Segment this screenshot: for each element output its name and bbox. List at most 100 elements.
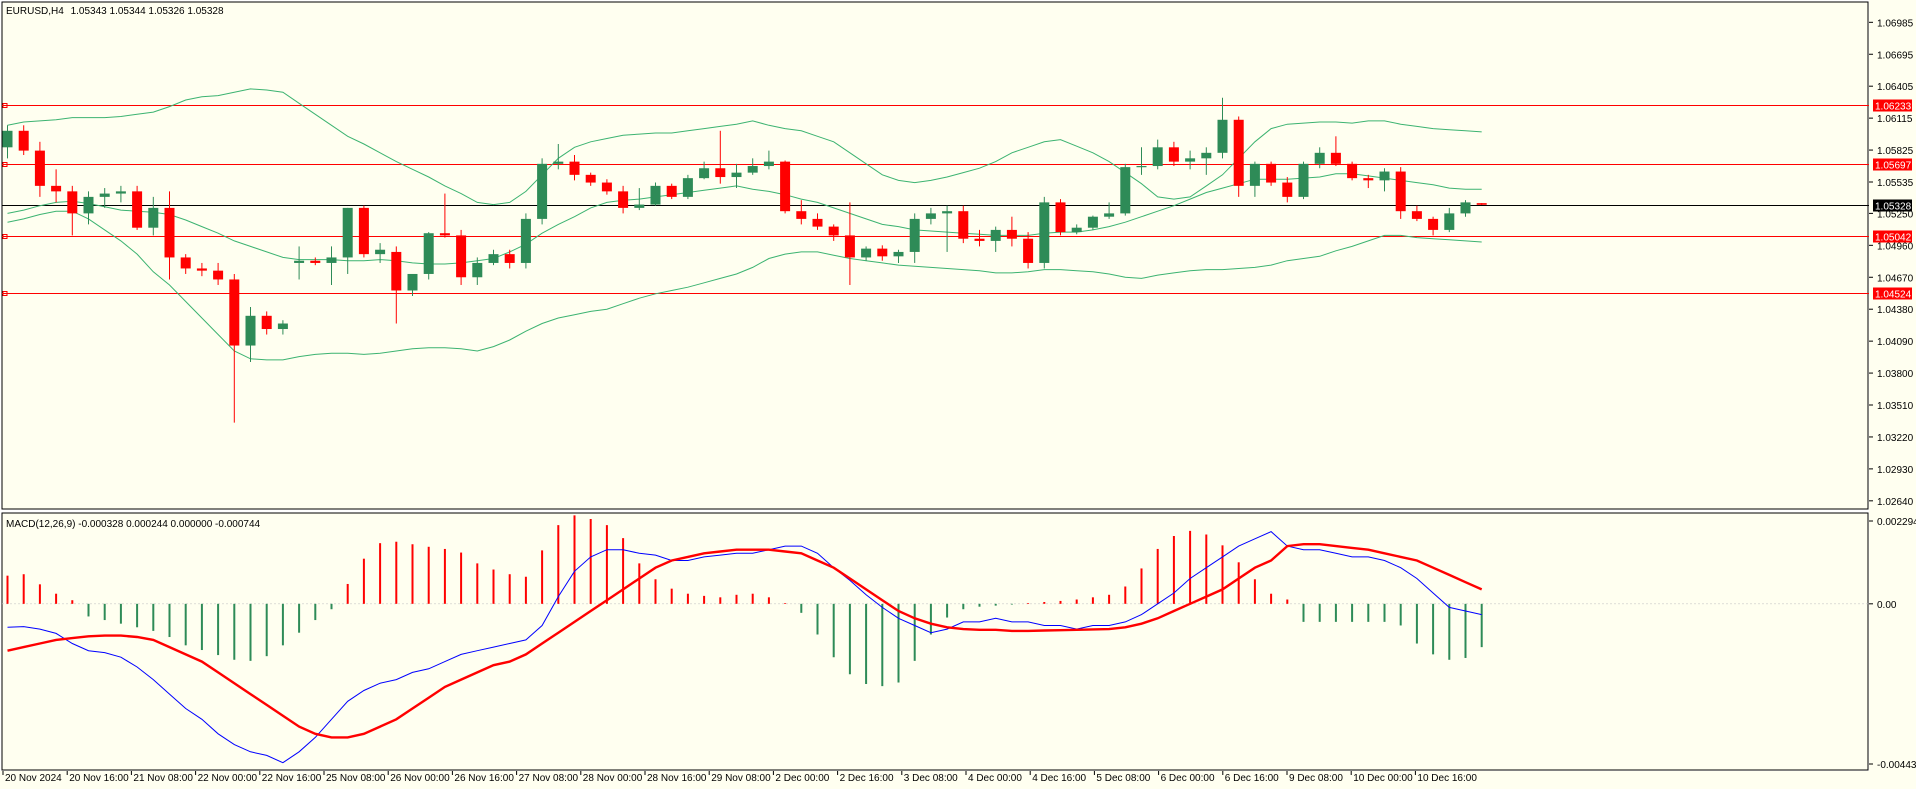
candle-body [1476, 203, 1487, 205]
time-tick-label: 10 Dec 00:00 [1353, 773, 1413, 784]
candle-body [618, 191, 629, 208]
time-tick-label: 29 Nov 08:00 [711, 773, 771, 784]
candle-body [537, 163, 548, 219]
price-axis-background [1869, 0, 1916, 789]
level-anchor[interactable] [2, 234, 8, 239]
candle-body [601, 182, 612, 192]
candle-body [310, 260, 321, 263]
price-tick-label: 1.04670 [1877, 273, 1914, 284]
time-tick-label: 27 Nov 08:00 [519, 773, 579, 784]
candle-body [909, 218, 920, 252]
candle-body [634, 204, 645, 208]
time-tick-label: 4 Dec 16:00 [1032, 773, 1086, 784]
candle-body [277, 323, 288, 330]
candle-body [213, 270, 224, 280]
candle-body [245, 315, 256, 346]
price-tag-label: 1.04524 [1875, 290, 1912, 301]
candle-body [974, 238, 985, 241]
candle-body [520, 218, 531, 263]
level-anchor[interactable] [2, 103, 8, 108]
price-tag-label: 1.06233 [1875, 102, 1912, 113]
candle-body [375, 249, 386, 255]
price-tag [1873, 99, 1912, 112]
candle-body [1071, 227, 1082, 233]
candle-body [1152, 147, 1163, 167]
candle-body [132, 191, 143, 228]
candle-body [780, 161, 791, 212]
candle-body [1428, 218, 1439, 230]
price-tick-label: 1.06695 [1877, 50, 1914, 61]
candle-body [877, 248, 888, 257]
candle-body [1330, 152, 1341, 164]
candle-body [229, 279, 240, 346]
candle-body [67, 191, 78, 214]
candle-body [196, 268, 207, 271]
candle-body [34, 150, 45, 186]
candle-body [407, 273, 418, 291]
price-tick-label: 1.03510 [1877, 401, 1914, 412]
time-tick-label: 20 Nov 16:00 [69, 773, 129, 784]
candle-body [942, 211, 953, 214]
candle-body [958, 211, 969, 239]
candle-body [1266, 163, 1277, 183]
candle-body [763, 161, 774, 167]
time-axis-background [0, 771, 1869, 789]
candle-body [682, 178, 693, 197]
macd-line [7, 531, 1482, 764]
candle-body [731, 172, 742, 178]
macd-tick-label: 0.00 [1877, 600, 1897, 611]
candle-body [83, 196, 94, 214]
candle-body [1039, 202, 1050, 263]
candle-body [844, 235, 855, 258]
price-tick-label: 1.02930 [1877, 465, 1914, 476]
time-tick-label: 3 Dec 08:00 [904, 773, 958, 784]
candle-body [569, 161, 580, 175]
price-tag-label: 1.05697 [1875, 161, 1912, 172]
price-tick-label: 1.04960 [1877, 241, 1914, 252]
time-tick-label: 28 Nov 00:00 [583, 773, 643, 784]
time-tick-label: 25 Nov 08:00 [326, 773, 386, 784]
level-anchor[interactable] [2, 291, 8, 296]
symbol-name: EURUSD,H4 [6, 6, 64, 17]
price-tag-label: 1.05042 [1875, 233, 1912, 244]
ohlc-values: 1.05343 1.05344 1.05326 1.05328 [71, 6, 224, 17]
candle-body [1249, 163, 1260, 186]
candle-body [1379, 171, 1390, 181]
candle-body [650, 185, 661, 205]
candle-body [1460, 202, 1471, 214]
time-tick-label: 2 Dec 00:00 [775, 773, 829, 784]
candle-body [1185, 158, 1196, 162]
price-tag [1873, 287, 1912, 300]
candle-body [1395, 171, 1406, 212]
candle-body [1201, 152, 1212, 159]
candle-body [148, 207, 159, 228]
candle-body [585, 174, 596, 183]
candle-body [1006, 229, 1017, 239]
candle-body [1363, 178, 1374, 181]
price-tag [1873, 158, 1912, 171]
candle-body [666, 185, 677, 197]
price-tag-label: 1.05328 [1875, 202, 1912, 213]
candle-body [1087, 216, 1098, 228]
candle-body [1444, 213, 1455, 230]
price-tick-label: 1.04090 [1877, 337, 1914, 348]
candle-body [1104, 213, 1115, 217]
price-tick-label: 1.05535 [1877, 178, 1914, 189]
candle-body [747, 166, 758, 173]
symbol-header: EURUSD,H4 1.05343 1.05344 1.05326 1.0532… [6, 6, 224, 17]
candle-body [1233, 119, 1244, 186]
time-tick-label: 9 Dec 08:00 [1289, 773, 1343, 784]
macd-pane-background [1, 512, 1869, 771]
candle-body [18, 130, 29, 151]
candle-body [1217, 119, 1228, 153]
macd-tick-label: 0.002294 [1877, 517, 1916, 528]
price-tick-label: 1.03220 [1877, 433, 1914, 444]
macd-header: MACD(12,26,9) -0.000328 0.000244 0.00000… [6, 519, 261, 530]
price-tag [1873, 199, 1912, 212]
candle-body [925, 213, 936, 219]
price-tick-label: 1.04380 [1877, 305, 1914, 316]
price-tick-label: 1.03800 [1877, 369, 1914, 380]
candle-body [1023, 238, 1034, 263]
level-anchor[interactable] [2, 162, 8, 167]
